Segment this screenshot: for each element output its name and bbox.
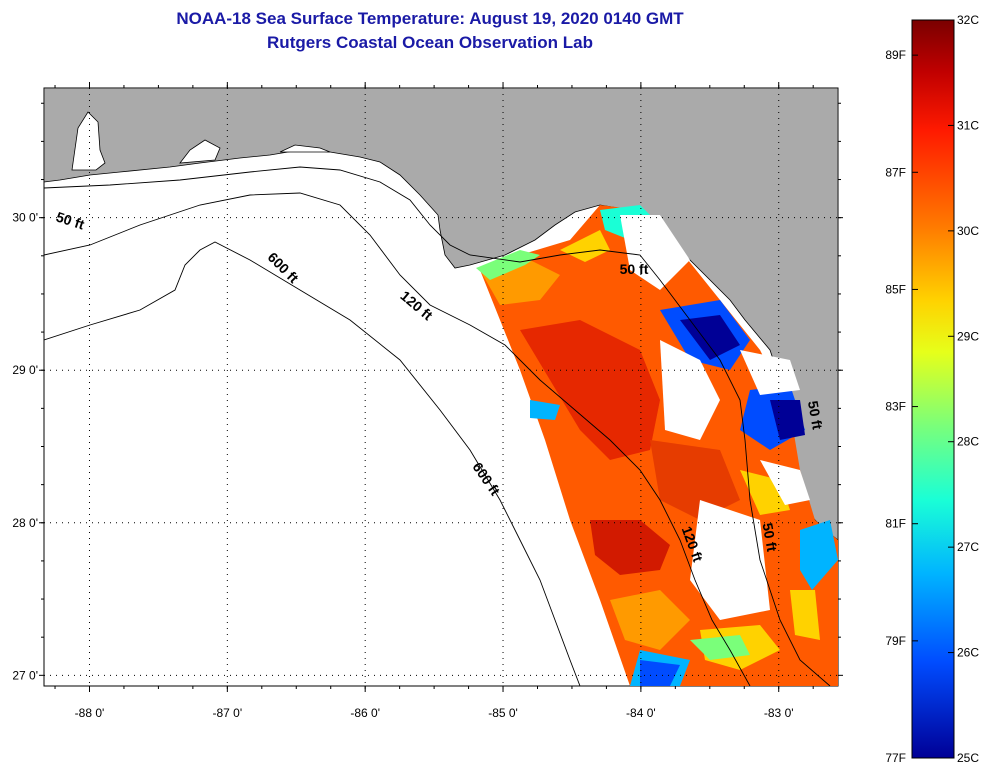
isobath-contours [44,166,831,686]
fahrenheit-label: 83F [885,400,906,414]
celsius-label: 27C [957,540,979,554]
isobath-label: 50 ft [805,400,826,431]
lat-label: 29 0' [12,363,38,377]
lon-label: -84 0' [626,706,656,720]
fahrenheit-label: 77F [885,751,906,765]
map-subtitle: Rutgers Coastal Ocean Observation Lab [267,33,593,52]
lon-label: -88 0' [75,706,105,720]
fahrenheit-label: 79F [885,634,906,648]
map-axes: 30 0' 29 0' 28 0' 27 0' -88 0' -87 0' -86 0' -8… [12,82,843,720]
colorbar-labels: 32C 31C 30C 29C 28C 27C 26C 25C 89F 87F 85F 83F 81F 7… [885,13,979,765]
celsius-label: 29C [957,329,979,343]
celsius-label: 31C [957,118,979,132]
isobath-600ft [44,241,581,686]
map-title: NOAA-18 Sea Surface Temperature: August … [176,9,684,28]
lon-label: -86 0' [350,706,380,720]
celsius-label: 26C [957,646,979,660]
graticule [44,88,838,686]
celsius-label: 32C [957,13,979,27]
lat-label: 28 0' [12,516,38,530]
isobath-50ft [44,166,831,686]
fahrenheit-label: 87F [885,165,906,179]
isobath-label: 50 ft [759,522,780,553]
fahrenheit-label: 89F [885,48,906,62]
celsius-label: 25C [957,751,979,765]
bay-inlet [71,111,106,171]
bay-inlet-3 [279,144,331,153]
isobath-120ft [44,192,751,686]
celsius-label: 28C [957,435,979,449]
lat-label: 27 0' [12,668,38,682]
lon-label: -85 0' [488,706,518,720]
isobath-label: 50 ft [620,261,649,277]
fahrenheit-label: 85F [885,282,906,296]
celsius-label: 30C [957,224,979,238]
lon-label: -83 0' [764,706,794,720]
bay-inlet-2 [179,139,221,164]
lat-label: 30 0' [12,211,38,225]
fahrenheit-label: 81F [885,517,906,531]
colorbar-scale [911,19,955,759]
lon-label: -87 0' [213,706,243,720]
